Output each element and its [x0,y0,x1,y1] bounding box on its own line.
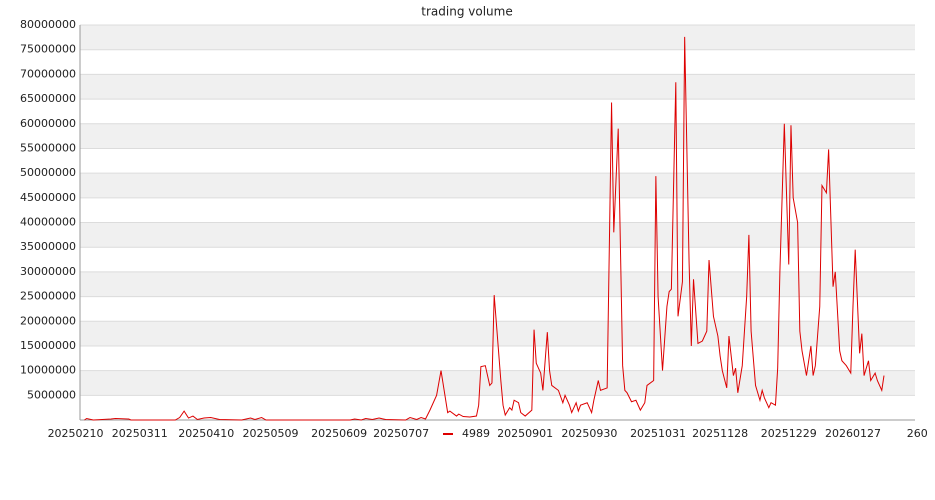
chart-title: trading volume [421,5,512,19]
y-tick-label: 35000000 [20,240,76,253]
y-tick-label: 20000000 [20,314,76,327]
y-tick-label: 70000000 [20,67,76,80]
x-tick-label: 20260127 [825,427,881,440]
x-tick-label: 20250901 [497,427,553,440]
grid-band [80,222,915,248]
x-tick-label: 20250410 [178,427,234,440]
grid-band [80,271,915,297]
grid-band [80,74,915,100]
y-tick-label: 75000000 [20,43,76,56]
x-tick-label: 20251229 [761,427,817,440]
y-tick-label: 40000000 [20,216,76,229]
y-tick-label: 45000000 [20,191,76,204]
grid-band [80,123,915,149]
legend-label: 4989 [462,427,490,440]
x-tick-label: 20251031 [630,427,686,440]
y-tick-label: 65000000 [20,92,76,105]
y-tick-label: 30000000 [20,265,76,278]
grid-band [80,370,915,396]
grid-band [80,25,915,50]
legend-background [438,426,498,442]
data-line [84,36,885,421]
x-tick-label: 20250707 [373,427,429,440]
x-tick-label: 20250311 [112,427,168,440]
x-tick-label: 20250609 [311,427,367,440]
x-tick-label: 260 [907,427,928,440]
y-tick-label: 25000000 [20,290,76,303]
y-tick-label: 50000000 [20,166,76,179]
y-tick-label: 80000000 [20,18,76,31]
y-tick-label: 5000000 [27,388,76,401]
x-tick-label: 20251128 [692,427,748,440]
y-tick-label: 55000000 [20,141,76,154]
y-tick-label: 10000000 [20,364,76,377]
x-tick-label: 20250210 [48,427,104,440]
x-tick-label: 20250930 [561,427,617,440]
y-tick-label: 60000000 [20,117,76,130]
y-tick-label: 15000000 [20,339,76,352]
x-tick-label: 20250509 [242,427,298,440]
grid-band [80,173,915,198]
